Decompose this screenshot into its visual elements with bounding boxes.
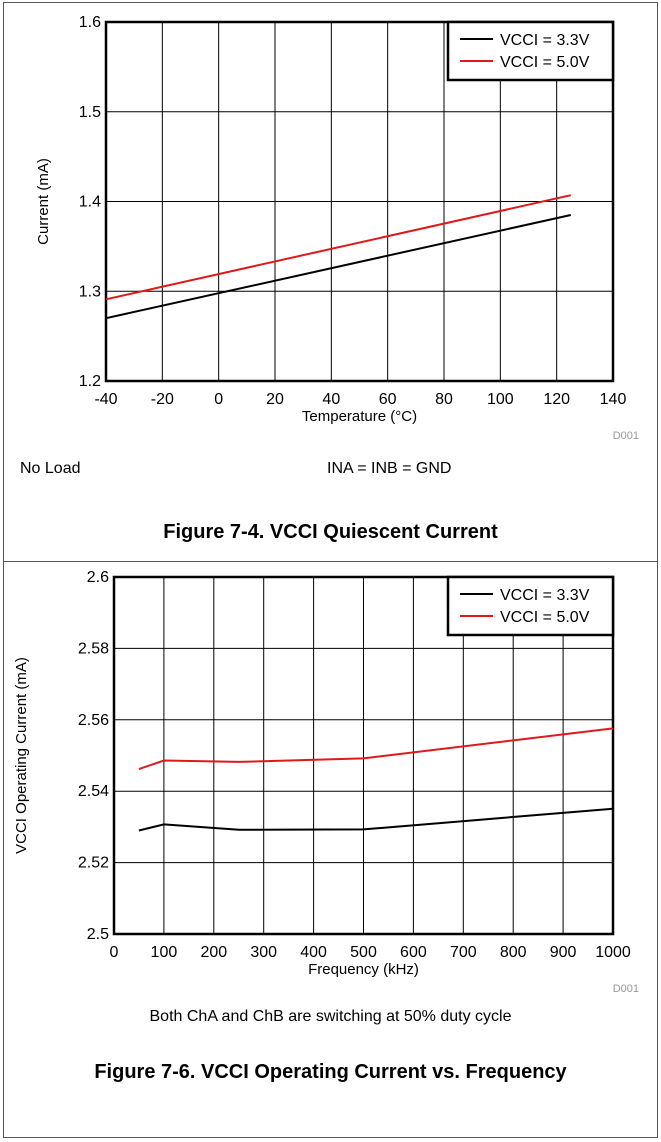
x-tick-label: 80 (435, 391, 453, 408)
y-axis-title: Current (mA) (35, 158, 52, 245)
y-tick-label: 2.58 (78, 640, 109, 657)
x-tick-label: 800 (500, 944, 527, 961)
plot-border (104, 20, 615, 383)
legend-label-2: VCCI = 5.0V (500, 609, 590, 626)
legend-box (446, 575, 615, 637)
plot-border (112, 575, 615, 936)
condition-no-load: No Load (20, 460, 81, 477)
figure-caption-7-4: Figure 7-4. VCCI Quiescent Current (163, 521, 498, 543)
x-tick-label: 0 (110, 944, 119, 961)
figure-frame (3, 2, 658, 1138)
section-divider (3, 561, 658, 562)
y-tick-label: 2.5 (87, 926, 109, 943)
x-tick-label: 120 (543, 391, 570, 408)
chart-operating-current: 2.5 2.52 2.54 2.56 2.58 2.6 0 100 200 300 400 500 60… (13, 569, 639, 995)
figure-code: D001 (613, 430, 639, 440)
x-tick-label: 20 (266, 391, 284, 408)
x-tick-label: 700 (450, 944, 477, 961)
legend-label-1: VCCI = 3.3V (500, 587, 590, 604)
series-line-2 (138, 727, 614, 771)
x-tick-label: -20 (151, 391, 174, 408)
chart-quiescent-current: 1.2 1.3 1.4 1.5 1.6 -40 -20 0 20 40 60 80 100 120 140 T… (35, 14, 639, 440)
y-tick-label: 2.54 (78, 783, 109, 800)
x-tick-label: 140 (600, 391, 627, 408)
x-tick-label: 400 (300, 944, 327, 961)
figure-caption-7-6: Figure 7-6. VCCI Operating Current vs. F… (94, 1061, 567, 1083)
condition-switching: Both ChA and ChB are switching at 50% du… (149, 1008, 512, 1025)
y-tick-label: 2.52 (78, 855, 109, 872)
series-line-1 (105, 214, 572, 320)
x-tick-label: 600 (400, 944, 427, 961)
y-tick-label: 1.6 (79, 14, 101, 31)
y-tick-label: 1.2 (79, 373, 101, 390)
figure-code: D001 (613, 983, 639, 995)
legend-label-1: VCCI = 3.3V (500, 32, 590, 49)
x-tick-label: 40 (322, 391, 340, 408)
legend-label-2: VCCI = 5.0V (500, 54, 590, 71)
y-tick-label: 2.6 (87, 569, 109, 586)
x-axis-title: Temperature (°C) (302, 408, 417, 425)
legend-box (446, 20, 615, 82)
y-axis-title: VCCI Operating Current (mA) (13, 657, 30, 854)
x-tick-label: 100 (151, 944, 178, 961)
y-tick-label: 1.5 (79, 104, 101, 121)
series-line-2 (105, 194, 572, 301)
series-line-1 (138, 807, 614, 832)
x-tick-label: 0 (214, 391, 223, 408)
x-tick-label: 60 (379, 391, 397, 408)
y-tick-label: 1.3 (79, 283, 101, 300)
y-tick-label: 1.4 (79, 194, 101, 211)
y-tick-label: 2.56 (78, 712, 109, 729)
x-tick-label: 500 (350, 944, 377, 961)
x-tick-label: 300 (250, 944, 277, 961)
x-tick-label: 1000 (595, 944, 631, 961)
x-axis-title: Frequency (kHz) (308, 961, 419, 978)
x-tick-label: 200 (200, 944, 227, 961)
x-tick-label: -40 (94, 391, 117, 408)
x-tick-label: 100 (487, 391, 514, 408)
x-tick-label: 900 (550, 944, 577, 961)
condition-inputs: INA = INB = GND (327, 460, 452, 477)
